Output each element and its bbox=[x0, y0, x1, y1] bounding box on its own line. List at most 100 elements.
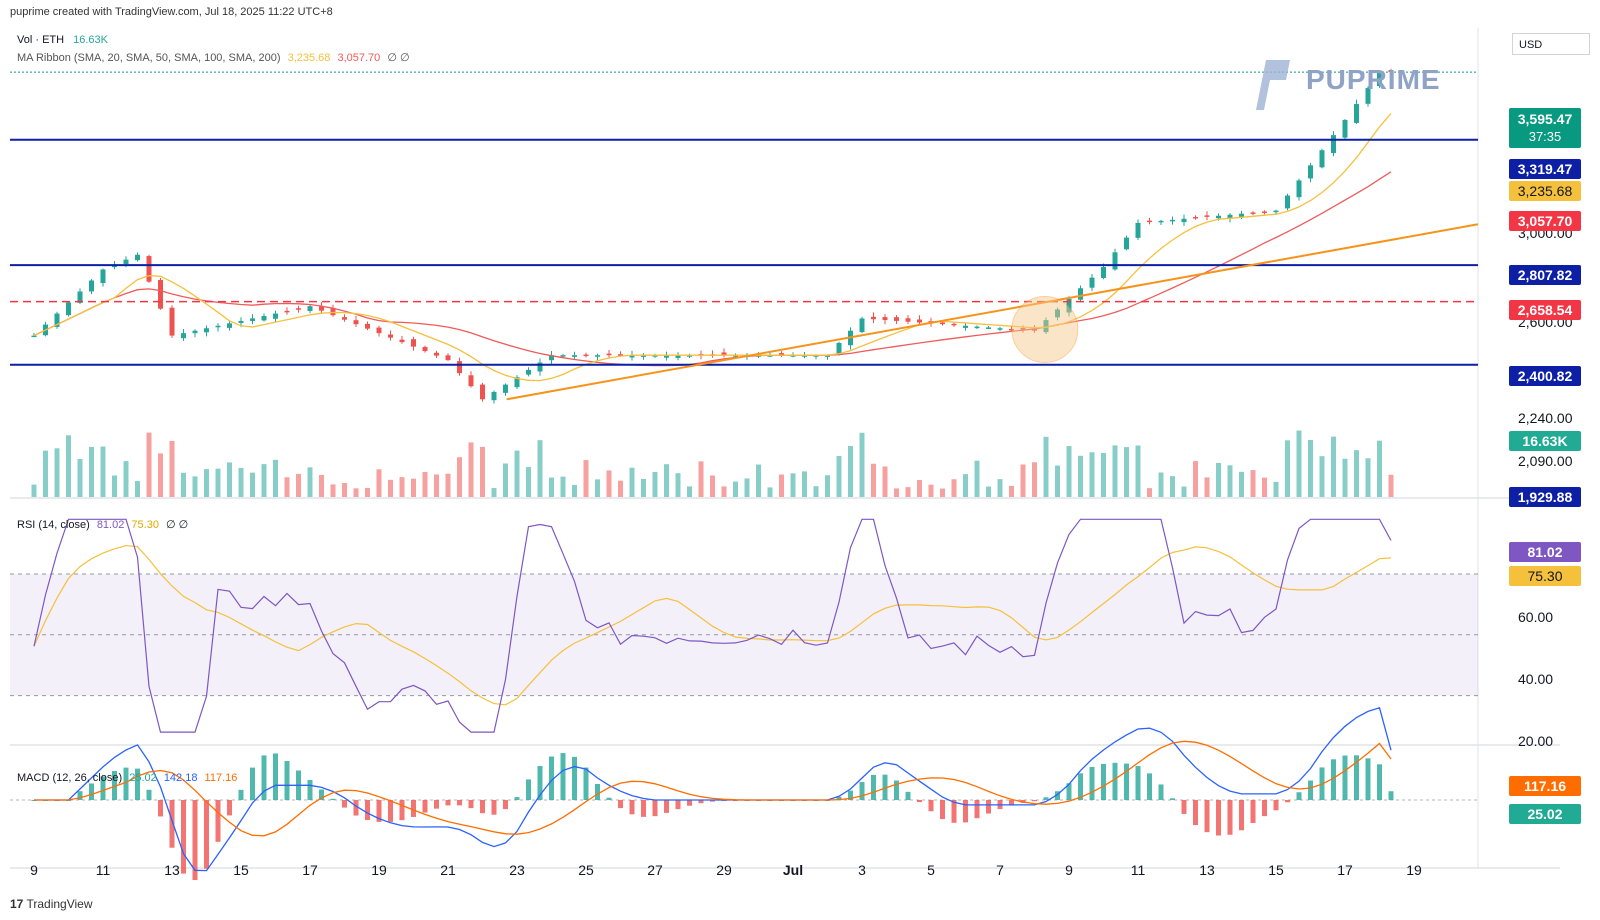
volume-bar bbox=[365, 487, 370, 497]
candle-body bbox=[1250, 212, 1256, 214]
macd-histogram-bar bbox=[595, 783, 600, 800]
macd-histogram-bar bbox=[928, 800, 934, 812]
macd-histogram-bar bbox=[940, 800, 945, 820]
macd-histogram-bar bbox=[261, 755, 267, 800]
volume-bar bbox=[1377, 440, 1382, 497]
volume-bar bbox=[1239, 471, 1244, 497]
macd-histogram-bar bbox=[905, 791, 911, 800]
time-axis-label: 15 bbox=[233, 862, 249, 878]
volume-bar bbox=[192, 476, 198, 497]
macd-histogram-bar bbox=[687, 800, 692, 806]
volume-legend-label: Vol · ETH bbox=[17, 34, 65, 46]
volume-bar bbox=[618, 480, 623, 497]
time-axis-label: 17 bbox=[302, 862, 318, 878]
rsi-legend[interactable]: RSI (14, close) 81.02 75.30 ∅ ∅ bbox=[17, 518, 188, 531]
time-axis-label: 23 bbox=[509, 862, 525, 878]
candle-body bbox=[1296, 180, 1302, 198]
volume-bar bbox=[836, 456, 842, 497]
volume-bar bbox=[181, 472, 186, 497]
trendline bbox=[506, 223, 1479, 401]
candle-body bbox=[411, 339, 416, 347]
volume-bar bbox=[330, 484, 336, 497]
macd-histogram-bar bbox=[434, 800, 439, 809]
candle-body bbox=[1135, 222, 1141, 238]
candle-body bbox=[1043, 320, 1049, 333]
candle-body bbox=[296, 308, 301, 310]
volume-bar bbox=[779, 474, 784, 497]
macd-histogram-bar bbox=[1181, 800, 1187, 814]
rsi-axis-label: 40.00 bbox=[1518, 671, 1554, 687]
macd-histogram-bar bbox=[537, 765, 543, 800]
candle-body bbox=[215, 325, 221, 328]
macd-histogram-bar bbox=[1158, 784, 1164, 800]
volume-bar bbox=[963, 474, 968, 497]
candle-body bbox=[836, 342, 842, 354]
volume-legend[interactable]: Vol · ETH 16.63K bbox=[17, 34, 108, 46]
volume-bar bbox=[1066, 446, 1072, 497]
time-axis-label: 19 bbox=[1406, 862, 1422, 878]
volume-bar bbox=[146, 432, 152, 497]
time-axis-label: 9 bbox=[1065, 862, 1073, 878]
candle-body bbox=[721, 352, 727, 356]
candle-body bbox=[618, 354, 623, 356]
macd-histogram-bar bbox=[1377, 764, 1382, 800]
volume-bar bbox=[905, 487, 911, 497]
candle-body bbox=[181, 333, 186, 339]
currency-selector[interactable]: USD bbox=[1512, 33, 1590, 55]
volume-bar bbox=[733, 481, 738, 497]
volume-bar bbox=[1342, 458, 1348, 497]
candle-body bbox=[1124, 237, 1129, 250]
candle-body bbox=[595, 355, 600, 357]
volume-bar bbox=[802, 471, 807, 497]
macd-histogram-bar bbox=[77, 791, 83, 800]
macd-histogram-bar bbox=[1055, 791, 1060, 800]
macd-histogram-bar bbox=[1250, 800, 1256, 823]
volume-bar bbox=[1204, 477, 1210, 497]
macd-histogram-bar bbox=[169, 800, 175, 848]
time-axis-label: 13 bbox=[164, 862, 180, 878]
macd-histogram-bar bbox=[848, 790, 853, 800]
volume-legend-value: 16.63K bbox=[73, 34, 109, 46]
candle-body bbox=[422, 346, 428, 352]
candle-body bbox=[951, 323, 957, 326]
ma50-line bbox=[33, 171, 1392, 367]
time-axis-label: 13 bbox=[1199, 862, 1215, 878]
candle-body bbox=[813, 355, 819, 357]
candle-body bbox=[307, 306, 313, 311]
candle-body bbox=[468, 375, 474, 387]
macd-histogram-bar bbox=[227, 800, 232, 816]
macd-signal-line bbox=[34, 740, 1392, 837]
candle-body bbox=[100, 269, 106, 284]
volume-bar bbox=[1216, 462, 1221, 497]
candle-body bbox=[457, 361, 462, 374]
volume-bar bbox=[894, 488, 899, 497]
macd-histogram-bar bbox=[629, 800, 635, 815]
macd-histogram-bar bbox=[250, 767, 255, 800]
volume-bar bbox=[273, 459, 278, 497]
macd-histogram-bar bbox=[560, 753, 566, 800]
macd-histogram-bar bbox=[181, 800, 186, 874]
candle-body bbox=[445, 355, 451, 361]
time-axis-label: Jul bbox=[782, 862, 804, 878]
time-axis-label: 9 bbox=[30, 862, 38, 878]
candle-body bbox=[330, 307, 336, 316]
candle-body bbox=[1181, 218, 1187, 223]
level-badge-3319: 3,319.47 bbox=[1509, 159, 1581, 179]
volume-bar bbox=[296, 473, 301, 497]
volume-bar bbox=[1262, 477, 1267, 497]
macd-histogram-bar bbox=[238, 789, 244, 800]
rsi-ma-badge: 75.30 bbox=[1509, 566, 1581, 586]
volume-bar bbox=[89, 446, 94, 497]
candle-body bbox=[997, 328, 1003, 330]
macd-histogram-bar bbox=[1342, 755, 1348, 800]
volume-bar bbox=[951, 479, 957, 497]
macd-histogram-bar bbox=[468, 800, 474, 809]
volume-bar bbox=[250, 472, 255, 497]
candle-body bbox=[1101, 267, 1106, 278]
candle-body bbox=[1193, 217, 1198, 219]
macd-legend[interactable]: MACD (12, 26, close) 25.02 142.18 117.16 bbox=[17, 772, 237, 784]
candle-body bbox=[583, 354, 589, 357]
macd-histogram-bar bbox=[204, 800, 209, 869]
ma-ribbon-legend[interactable]: MA Ribbon (SMA, 20, SMA, 50, SMA, 100, S… bbox=[17, 51, 410, 64]
